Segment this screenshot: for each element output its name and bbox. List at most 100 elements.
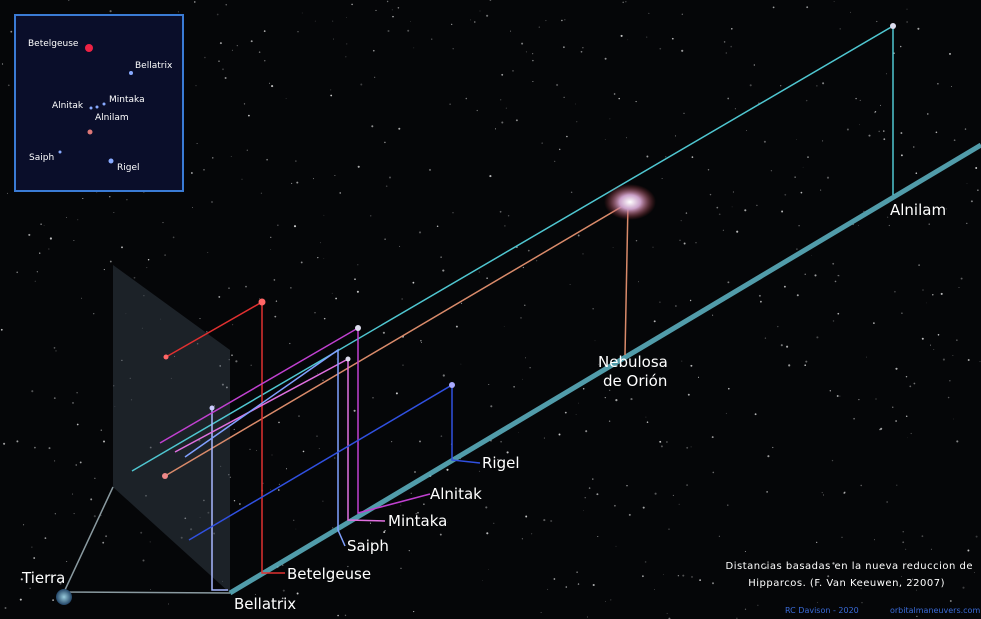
star bbox=[860, 484, 862, 487]
star bbox=[895, 420, 898, 422]
star bbox=[339, 192, 341, 194]
star bbox=[452, 212, 454, 214]
star bbox=[211, 201, 213, 203]
star bbox=[625, 1, 627, 3]
star bbox=[322, 379, 324, 382]
star bbox=[270, 236, 272, 238]
star bbox=[681, 360, 683, 362]
star bbox=[109, 196, 111, 198]
star bbox=[682, 574, 685, 577]
star bbox=[584, 497, 586, 499]
star bbox=[409, 21, 411, 23]
star bbox=[543, 519, 546, 522]
star bbox=[384, 141, 386, 144]
star bbox=[486, 14, 489, 17]
star bbox=[371, 125, 374, 128]
star bbox=[322, 500, 324, 502]
star bbox=[221, 383, 224, 386]
star bbox=[48, 447, 51, 450]
star bbox=[952, 355, 954, 356]
star bbox=[219, 365, 222, 367]
star bbox=[816, 85, 818, 87]
star bbox=[71, 493, 74, 495]
star bbox=[231, 354, 233, 357]
star bbox=[727, 281, 730, 284]
caption: Distancias basadas en la nueva reduccion… bbox=[726, 561, 974, 572]
star bbox=[243, 103, 246, 105]
star bbox=[231, 49, 233, 51]
star bbox=[654, 492, 657, 495]
star bbox=[895, 367, 898, 370]
star bbox=[886, 216, 889, 218]
star bbox=[566, 135, 568, 138]
star bbox=[414, 471, 416, 473]
star bbox=[794, 176, 796, 178]
star bbox=[886, 73, 888, 75]
star bbox=[940, 292, 943, 295]
star bbox=[626, 484, 628, 487]
star bbox=[4, 607, 7, 609]
star bbox=[413, 611, 415, 613]
star bbox=[446, 468, 449, 471]
star bbox=[320, 242, 321, 244]
star bbox=[709, 193, 712, 196]
star bbox=[822, 82, 825, 85]
star bbox=[833, 1, 835, 3]
star bbox=[460, 363, 462, 365]
star bbox=[834, 280, 837, 283]
star bbox=[94, 477, 96, 479]
star bbox=[760, 300, 762, 303]
star bbox=[213, 405, 216, 407]
star bbox=[913, 146, 915, 148]
star bbox=[145, 494, 147, 497]
star bbox=[592, 583, 595, 587]
star bbox=[598, 363, 599, 365]
star bbox=[412, 281, 415, 284]
star bbox=[822, 494, 825, 496]
star bbox=[147, 259, 150, 261]
star bbox=[503, 326, 505, 327]
star bbox=[683, 242, 686, 245]
star bbox=[727, 504, 729, 506]
star bbox=[391, 441, 393, 443]
star bbox=[780, 344, 783, 347]
star bbox=[482, 580, 483, 581]
star bbox=[302, 450, 305, 453]
star bbox=[558, 433, 561, 436]
star bbox=[400, 504, 402, 506]
star bbox=[52, 599, 54, 601]
star bbox=[846, 128, 849, 131]
star bbox=[249, 448, 251, 451]
star bbox=[962, 586, 965, 589]
star bbox=[565, 586, 568, 588]
star bbox=[577, 583, 580, 585]
star bbox=[384, 238, 386, 240]
star bbox=[744, 209, 747, 212]
star bbox=[860, 588, 862, 590]
star bbox=[805, 99, 808, 102]
star bbox=[501, 73, 504, 76]
star bbox=[397, 7, 400, 9]
star bbox=[902, 531, 904, 533]
star bbox=[725, 52, 727, 54]
star bbox=[501, 121, 504, 124]
star bbox=[699, 579, 701, 581]
star bbox=[970, 200, 973, 203]
star bbox=[712, 471, 715, 474]
star bbox=[563, 96, 565, 98]
star bbox=[937, 334, 940, 336]
star bbox=[388, 176, 392, 179]
star bbox=[538, 26, 540, 28]
star bbox=[489, 0, 492, 1]
star bbox=[204, 56, 206, 59]
star bbox=[935, 131, 938, 134]
star bbox=[168, 603, 170, 605]
star bbox=[490, 405, 493, 408]
star bbox=[605, 600, 606, 602]
star bbox=[93, 515, 96, 518]
star bbox=[796, 139, 798, 140]
star bbox=[756, 204, 758, 207]
star bbox=[960, 277, 963, 280]
star bbox=[314, 20, 316, 22]
star bbox=[525, 357, 526, 359]
